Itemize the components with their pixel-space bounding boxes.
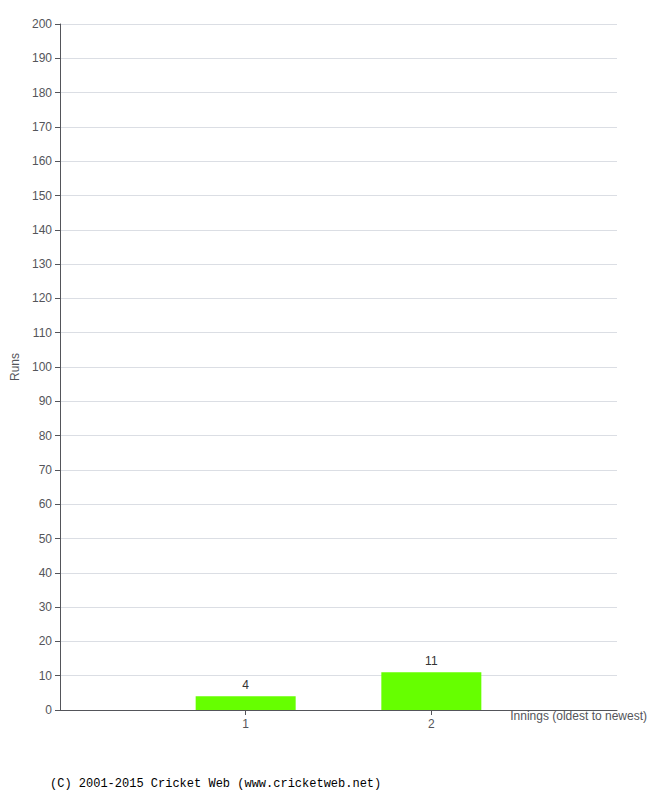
svg-text:2: 2 [428, 717, 435, 731]
svg-text:Innings (oldest to newest): Innings (oldest to newest) [510, 709, 647, 723]
svg-text:60: 60 [39, 497, 53, 511]
svg-text:100: 100 [32, 360, 52, 374]
svg-text:180: 180 [32, 86, 52, 100]
svg-text:130: 130 [32, 257, 52, 271]
svg-text:140: 140 [32, 223, 52, 237]
svg-text:80: 80 [39, 429, 53, 443]
svg-text:200: 200 [32, 17, 52, 31]
svg-text:110: 110 [33, 326, 52, 340]
svg-text:0: 0 [45, 703, 52, 717]
svg-text:10: 10 [39, 669, 53, 683]
svg-text:30: 30 [39, 600, 53, 614]
svg-text:(C) 2001-2015 Cricket Web (www: (C) 2001-2015 Cricket Web (www.cricketwe… [50, 777, 381, 791]
svg-text:20: 20 [39, 634, 53, 648]
svg-text:170: 170 [32, 120, 52, 134]
svg-text:4: 4 [242, 678, 249, 692]
svg-text:150: 150 [32, 189, 52, 203]
svg-text:90: 90 [39, 394, 53, 408]
svg-text:50: 50 [39, 532, 53, 546]
svg-text:Runs: Runs [8, 353, 22, 381]
svg-text:190: 190 [32, 51, 52, 65]
svg-text:120: 120 [32, 291, 52, 305]
svg-text:11: 11 [425, 654, 438, 668]
svg-text:1: 1 [242, 717, 249, 731]
svg-text:70: 70 [39, 463, 53, 477]
svg-text:40: 40 [39, 566, 53, 580]
svg-text:160: 160 [32, 154, 52, 168]
